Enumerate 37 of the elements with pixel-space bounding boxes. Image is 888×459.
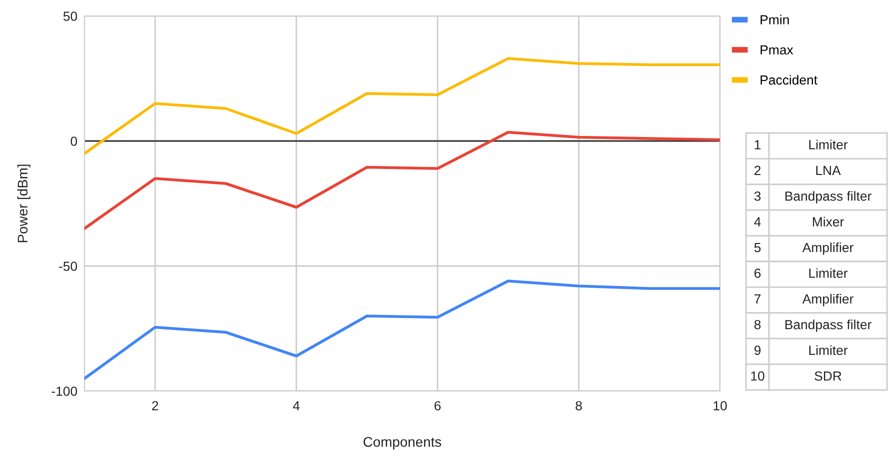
x-tick-label: 4 xyxy=(292,401,300,410)
x-tick-label: 2 xyxy=(152,401,158,410)
line-series xyxy=(84,280,720,380)
y-axis-title: Power [dBm] xyxy=(17,164,30,242)
legend-label: Paccident xyxy=(760,74,818,85)
text: 4 xyxy=(754,217,761,226)
text: 7 xyxy=(754,294,761,304)
text: 6 xyxy=(754,268,761,278)
y-tick-label: -50 xyxy=(59,262,78,271)
text: Amplifier xyxy=(802,242,854,255)
legend-label: Pmax xyxy=(760,45,794,55)
y-tick-label: 50 xyxy=(63,12,78,21)
text: 10 xyxy=(751,371,764,381)
x-tick-label: 10 xyxy=(714,401,727,410)
text: 3 xyxy=(754,191,761,201)
text: Bandpass filter xyxy=(785,191,872,204)
text: Limiter xyxy=(809,140,848,150)
x-tick-label: 8 xyxy=(576,401,582,410)
text: 2 xyxy=(754,166,761,175)
text: 9 xyxy=(754,346,761,355)
text: SDR xyxy=(814,371,842,381)
line-series xyxy=(84,57,720,155)
line-series xyxy=(84,130,720,230)
text: Mixer xyxy=(812,216,844,226)
text: 1 xyxy=(754,140,761,150)
text: Bandpass filter xyxy=(785,320,872,332)
y-tick-label: -100 xyxy=(52,386,78,396)
y-tick-label: 0 xyxy=(70,136,78,146)
text: 5 xyxy=(754,242,761,252)
text: Limiter xyxy=(809,268,848,278)
x-tick-label: 6 xyxy=(434,401,441,410)
x-axis-title: Components xyxy=(364,437,442,450)
text: Limiter xyxy=(809,345,848,355)
text: Amplifier xyxy=(802,294,854,306)
legend-label: Pmin xyxy=(760,14,789,24)
text: LNA xyxy=(816,166,841,175)
text: 8 xyxy=(754,320,761,330)
